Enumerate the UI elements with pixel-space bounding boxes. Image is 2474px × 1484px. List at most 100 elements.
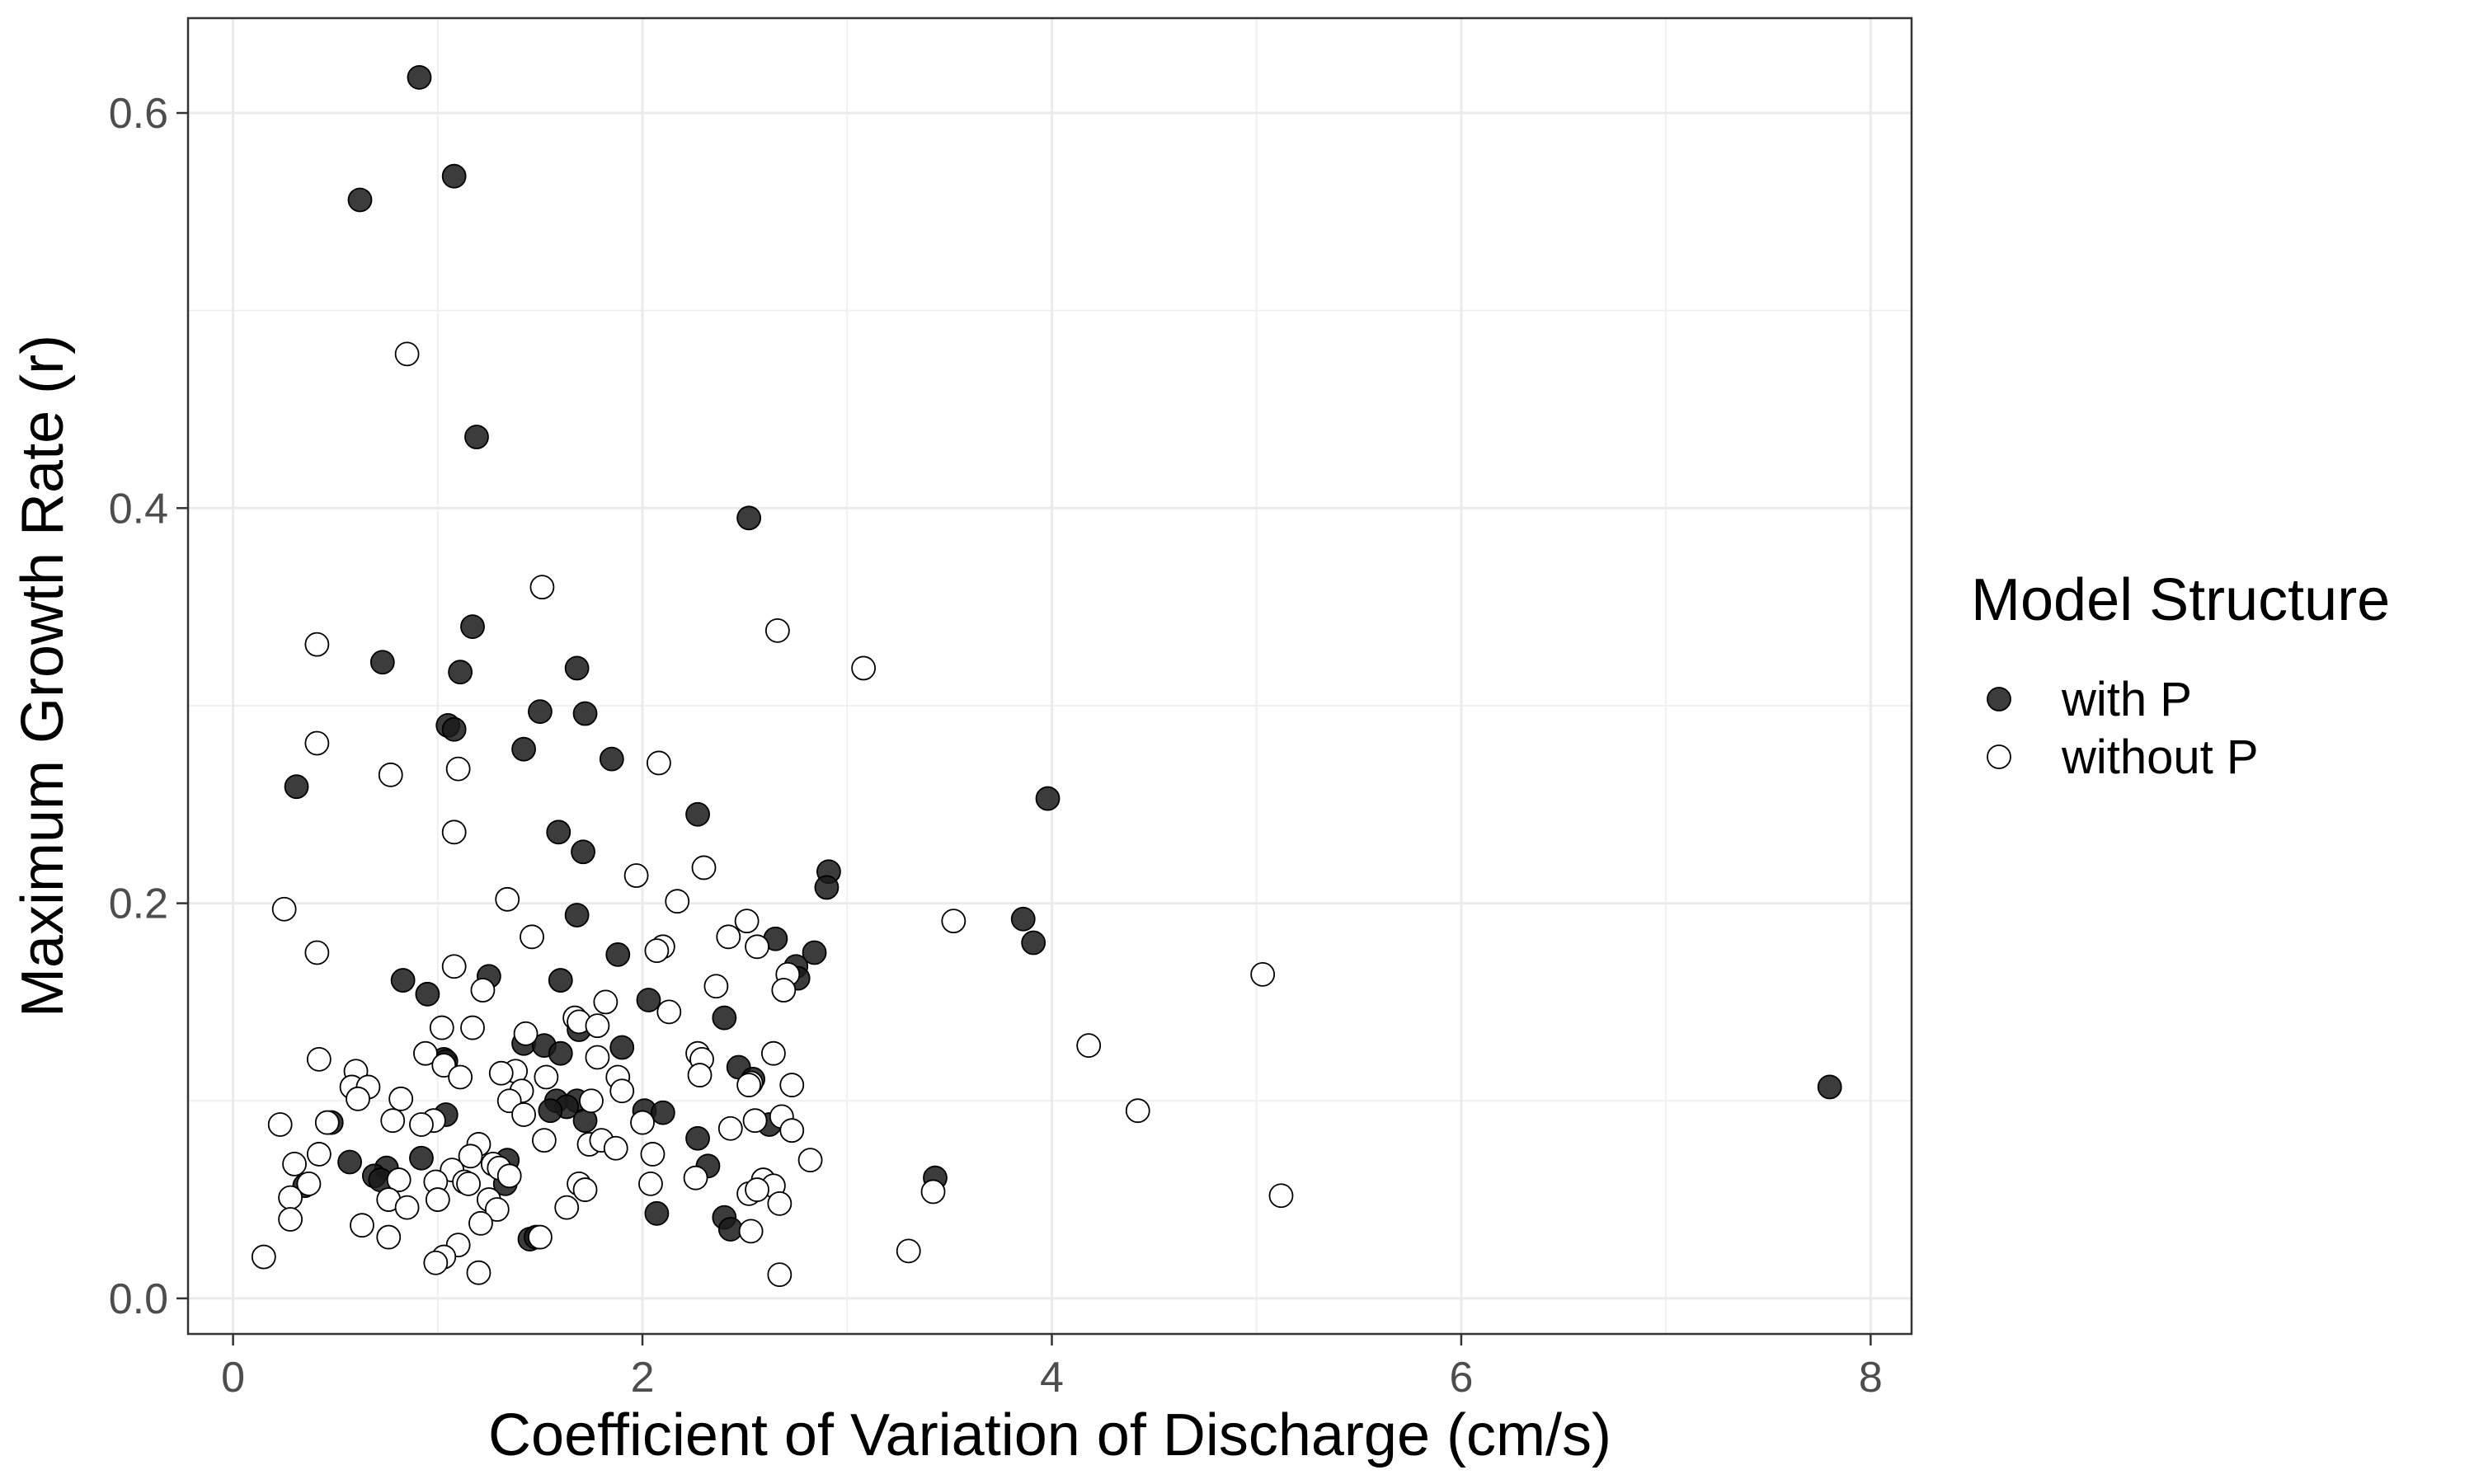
y-tick-label: 0.6 xyxy=(109,90,168,138)
point-without-p xyxy=(745,1177,769,1202)
point-with-p xyxy=(369,650,395,675)
point-without-p xyxy=(742,1108,768,1134)
point-without-p xyxy=(271,896,297,922)
point-without-p xyxy=(647,750,671,776)
point-without-p xyxy=(304,632,330,657)
point-without-p xyxy=(376,1224,402,1250)
point-without-p xyxy=(572,1177,598,1202)
point-with-p xyxy=(548,968,573,993)
point-without-p xyxy=(767,1262,793,1288)
point-without-p xyxy=(488,1060,514,1086)
point-without-p xyxy=(448,1064,473,1090)
point-with-p xyxy=(814,875,840,900)
y-tick-label: 0.0 xyxy=(109,1275,168,1323)
y-axis: 0.0 0.2 0.4 0.6 xyxy=(109,90,188,1323)
point-without-p xyxy=(761,1040,786,1066)
y-axis-title: Maximum Growth Rate (r) xyxy=(10,335,76,1017)
point-without-p xyxy=(282,1152,307,1176)
point-without-p xyxy=(734,909,760,934)
point-without-p xyxy=(529,575,555,600)
point-without-p xyxy=(267,1112,293,1137)
point-without-p xyxy=(638,1171,663,1196)
point-without-p xyxy=(585,1045,610,1070)
point-with-p xyxy=(572,701,598,726)
point-without-p xyxy=(738,1219,764,1244)
point-without-p xyxy=(251,1244,276,1270)
point-without-p xyxy=(603,1135,628,1161)
point-without-p xyxy=(314,1110,340,1135)
point-without-p xyxy=(736,1073,762,1097)
legend-title: Model Structure xyxy=(1971,567,2390,633)
legend: Model Structure with P without P xyxy=(1971,567,2390,784)
point-with-p xyxy=(1035,786,1061,811)
legend-label-with-p: with P xyxy=(2061,673,2192,726)
point-with-p xyxy=(464,425,489,449)
point-with-p xyxy=(644,1200,670,1226)
point-without-p xyxy=(394,1195,420,1220)
point-without-p xyxy=(896,1238,921,1264)
point-without-p xyxy=(683,1165,708,1190)
point-with-p xyxy=(511,736,536,762)
point-without-p xyxy=(513,1021,539,1046)
point-without-p xyxy=(441,954,467,979)
point-with-p xyxy=(548,1040,573,1066)
point-without-p xyxy=(346,1086,370,1111)
point-without-p xyxy=(1125,1098,1150,1124)
point-with-p xyxy=(441,716,467,742)
grid-lines xyxy=(188,18,1912,1334)
point-without-p xyxy=(304,940,330,965)
point-with-p xyxy=(337,1149,362,1175)
point-without-p xyxy=(425,1187,450,1212)
plot-panel xyxy=(186,16,1913,1336)
point-without-p xyxy=(585,1013,610,1039)
point-without-p xyxy=(745,934,769,960)
point-without-p xyxy=(460,1015,485,1040)
point-without-p xyxy=(532,1128,557,1153)
point-with-p xyxy=(564,903,590,928)
point-with-p xyxy=(407,64,432,90)
point-with-p xyxy=(448,660,473,685)
point-without-p xyxy=(767,1190,793,1216)
point-without-p xyxy=(304,730,330,756)
point-with-p xyxy=(415,981,440,1007)
point-without-p xyxy=(703,974,729,999)
point-without-p xyxy=(456,1171,481,1196)
point-without-p xyxy=(1268,1183,1294,1209)
point-without-p xyxy=(851,655,877,681)
panel-border xyxy=(186,16,1913,1336)
point-with-p xyxy=(717,1217,743,1242)
point-without-p xyxy=(394,341,420,367)
point-without-p xyxy=(423,1250,449,1275)
point-without-p xyxy=(496,1163,522,1189)
data-points xyxy=(251,64,1842,1288)
point-without-p xyxy=(306,1142,332,1167)
point-without-p xyxy=(687,1063,713,1087)
point-with-p xyxy=(564,655,590,681)
point-without-p xyxy=(593,989,618,1015)
point-without-p xyxy=(378,762,403,787)
point-without-p xyxy=(528,1224,553,1250)
point-without-p xyxy=(484,1197,510,1222)
point-with-p xyxy=(571,839,595,865)
point-without-p xyxy=(278,1207,303,1232)
point-with-p xyxy=(1010,906,1036,932)
point-without-p xyxy=(386,1167,412,1192)
point-with-p xyxy=(441,163,467,189)
point-without-p xyxy=(623,863,649,888)
x-tick-label: 8 xyxy=(1859,1354,1883,1402)
point-without-p xyxy=(797,1148,823,1173)
point-with-p xyxy=(390,968,416,993)
point-with-p xyxy=(712,1005,737,1031)
point-without-p xyxy=(380,1108,406,1134)
point-with-p xyxy=(409,1145,434,1171)
point-with-p xyxy=(650,1100,675,1125)
point-with-p xyxy=(685,1125,710,1151)
point-without-p xyxy=(716,924,741,950)
point-with-p xyxy=(1817,1074,1842,1100)
x-tick-label: 4 xyxy=(1040,1354,1064,1402)
point-without-p xyxy=(470,978,496,1003)
point-without-p xyxy=(468,1210,493,1236)
y-tick-label: 0.4 xyxy=(109,485,168,533)
point-without-p xyxy=(941,909,967,934)
